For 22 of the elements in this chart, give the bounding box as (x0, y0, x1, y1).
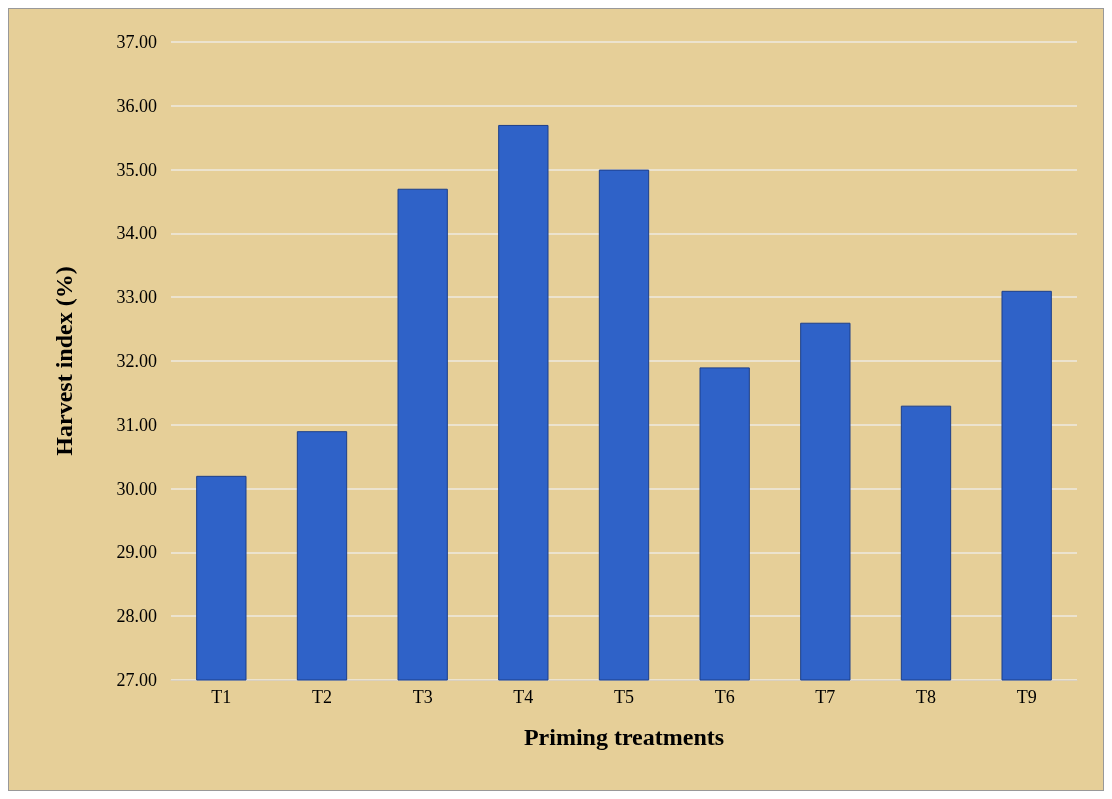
y-tick-label: 35.00 (116, 159, 157, 180)
y-axis-title: Harvest index (%) (51, 266, 77, 456)
x-tick-label: T9 (1016, 687, 1037, 707)
y-tick-label: 27.00 (116, 670, 157, 690)
y-tick-label: 28.00 (116, 606, 157, 627)
y-tick-label: 32.00 (116, 351, 157, 371)
y-tick-label: 34.00 (116, 223, 157, 244)
y-tick-label: 30.00 (116, 478, 157, 499)
x-tick-label: T3 (412, 687, 433, 707)
y-tick-label: 29.00 (116, 542, 157, 563)
x-tick-label: T7 (815, 687, 836, 707)
y-tick-label: 37.00 (116, 32, 157, 52)
x-tick-label: T1 (211, 687, 232, 707)
y-tick-label: 31.00 (116, 414, 157, 435)
y-tick-label: 36.00 (116, 95, 157, 116)
y-tick-label: 33.00 (116, 287, 157, 308)
x-axis-title: Priming treatments (523, 724, 725, 750)
x-tick-label: T5 (614, 687, 634, 707)
x-tick-label: T8 (916, 687, 936, 707)
x-tick-label: T4 (513, 687, 534, 707)
x-tick-label: T2 (312, 687, 332, 707)
x-tick-label: T6 (714, 687, 735, 707)
